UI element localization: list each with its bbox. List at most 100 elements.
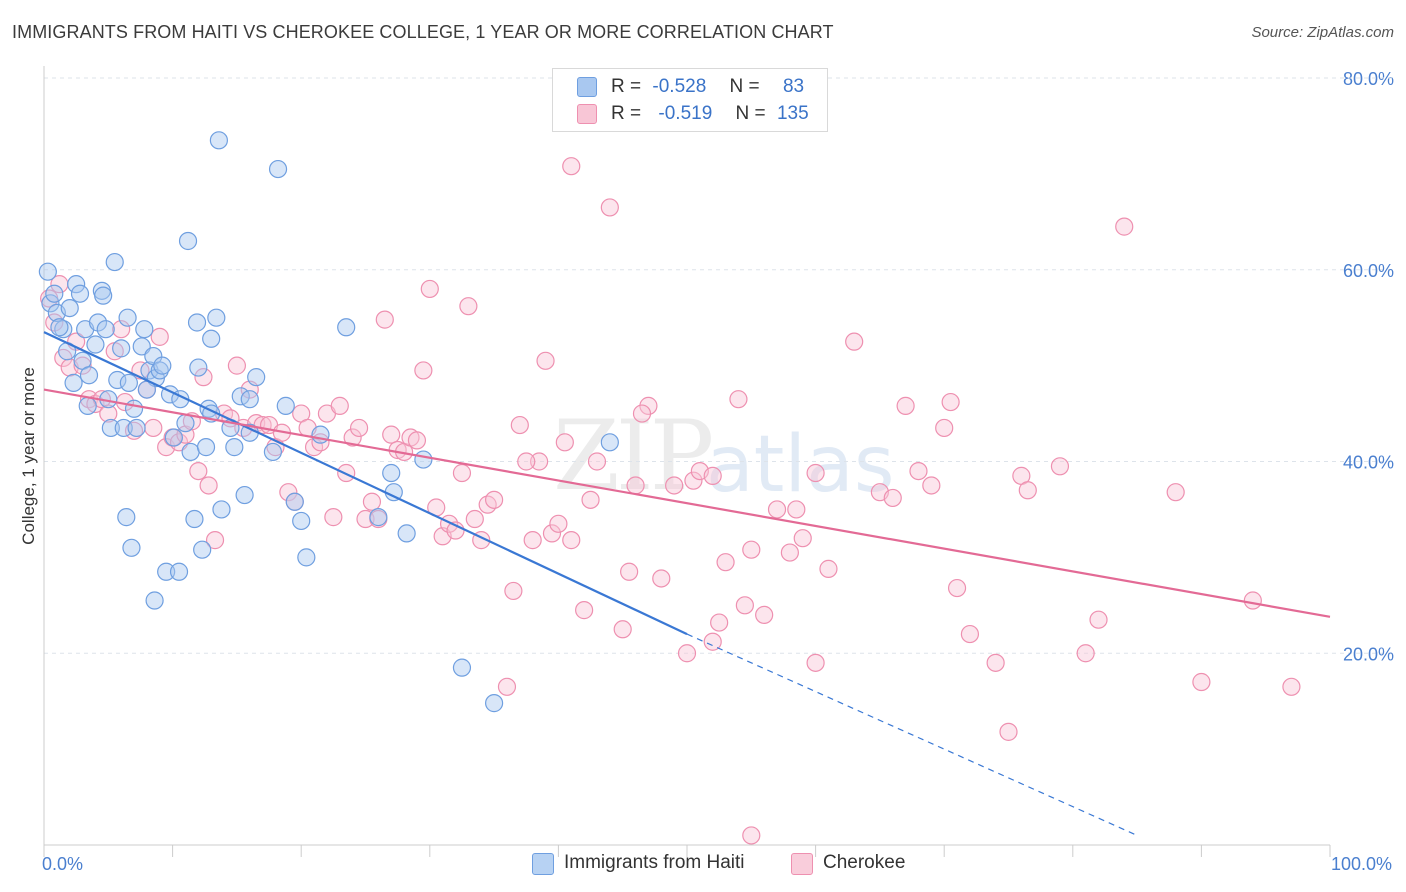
point-haiti bbox=[94, 286, 113, 305]
point-haiti bbox=[600, 433, 619, 452]
point-cherokee bbox=[1089, 610, 1108, 629]
point-cherokee bbox=[896, 396, 915, 415]
legend-r-label: R = bbox=[611, 103, 642, 124]
point-cherokee bbox=[845, 332, 864, 351]
point-cherokee bbox=[189, 461, 208, 481]
bottom-legend-swatch-cherokee bbox=[791, 853, 813, 875]
point-cherokee bbox=[922, 476, 941, 495]
point-haiti bbox=[145, 591, 164, 610]
point-haiti bbox=[207, 308, 226, 327]
point-haiti bbox=[101, 418, 120, 438]
point-cherokee bbox=[1243, 591, 1262, 610]
point-haiti bbox=[263, 442, 283, 462]
point-cherokee bbox=[909, 461, 928, 481]
point-haiti bbox=[150, 361, 169, 380]
point-cherokee bbox=[806, 463, 825, 483]
point-haiti bbox=[122, 538, 141, 557]
point-cherokee bbox=[382, 425, 401, 444]
point-haiti bbox=[452, 658, 472, 677]
point-cherokee bbox=[935, 418, 954, 438]
x-tick-label: 0.0% bbox=[42, 854, 83, 874]
point-cherokee bbox=[549, 514, 568, 533]
x-tick-label: 100.0% bbox=[1331, 854, 1392, 874]
point-haiti bbox=[337, 318, 356, 337]
point-cherokee bbox=[73, 356, 92, 375]
y-axis-label: College, 1 year or more bbox=[19, 367, 38, 545]
watermark-atlas: atlas bbox=[706, 420, 895, 510]
point-cherokee bbox=[755, 605, 774, 625]
point-cherokee bbox=[1166, 483, 1185, 502]
point-haiti bbox=[70, 284, 90, 303]
point-cherokee bbox=[517, 452, 536, 471]
point-cherokee bbox=[510, 415, 529, 435]
point-cherokee bbox=[536, 351, 555, 370]
point-cherokee bbox=[562, 531, 581, 550]
point-haiti bbox=[382, 463, 401, 483]
point-cherokee bbox=[742, 540, 761, 559]
point-cherokee bbox=[1282, 677, 1301, 696]
point-haiti bbox=[153, 356, 172, 375]
point-haiti bbox=[124, 399, 144, 418]
point-cherokee bbox=[703, 466, 722, 485]
point-cherokee bbox=[124, 421, 144, 440]
point-cherokee bbox=[684, 471, 703, 490]
point-cherokee bbox=[485, 490, 504, 509]
point-cherokee bbox=[452, 463, 472, 483]
point-cherokee bbox=[205, 531, 225, 550]
trendline-cherokee bbox=[43, 388, 1331, 618]
point-haiti bbox=[45, 284, 64, 303]
point-haiti bbox=[185, 509, 204, 529]
point-haiti bbox=[193, 540, 212, 559]
point-haiti bbox=[117, 508, 136, 527]
legend-swatch-haiti bbox=[577, 77, 597, 97]
point-cherokee bbox=[620, 562, 639, 581]
point-haiti bbox=[397, 524, 416, 543]
point-haiti bbox=[108, 370, 127, 390]
point-haiti bbox=[189, 358, 208, 377]
point-cherokee bbox=[652, 569, 671, 588]
point-cherokee bbox=[787, 500, 806, 519]
point-cherokee bbox=[279, 483, 298, 502]
point-cherokee bbox=[555, 433, 574, 452]
point-haiti bbox=[187, 313, 207, 332]
point-haiti bbox=[67, 275, 86, 294]
legend-n-label: N = bbox=[735, 103, 766, 124]
chart-title: IMMIGRANTS FROM HAITI VS CHEROKEE COLLEG… bbox=[12, 22, 834, 42]
point-cherokee bbox=[144, 418, 163, 438]
point-cherokee bbox=[324, 508, 343, 527]
point-cherokee bbox=[600, 198, 619, 217]
point-haiti bbox=[60, 299, 79, 318]
point-cherokee bbox=[587, 452, 607, 471]
point-cherokee bbox=[613, 620, 632, 639]
y-tick-label: 40.0% bbox=[1343, 453, 1394, 473]
legend-r-value-haiti: -0.528 bbox=[652, 76, 707, 97]
point-cherokee bbox=[806, 653, 825, 672]
point-cherokee bbox=[112, 320, 131, 339]
point-haiti bbox=[485, 694, 504, 713]
point-haiti bbox=[176, 414, 195, 433]
point-cherokee bbox=[407, 431, 427, 450]
trendline-haiti-extension bbox=[686, 633, 1138, 836]
point-cherokee bbox=[497, 677, 517, 696]
legend-r-label: R = bbox=[611, 76, 642, 97]
point-haiti bbox=[112, 339, 131, 358]
point-cherokee bbox=[562, 157, 581, 176]
chart-source: Source: ZipAtlas.com bbox=[1251, 24, 1394, 41]
point-cherokee bbox=[362, 492, 382, 511]
point-cherokee bbox=[375, 310, 394, 329]
point-cherokee bbox=[504, 581, 523, 601]
point-haiti bbox=[114, 418, 133, 438]
point-haiti bbox=[196, 438, 216, 457]
point-cherokee bbox=[986, 653, 1005, 672]
bottom-legend-swatch-haiti bbox=[532, 853, 554, 875]
point-cherokee bbox=[626, 476, 645, 495]
point-haiti bbox=[292, 511, 311, 531]
point-cherokee bbox=[199, 476, 218, 495]
point-haiti bbox=[276, 396, 295, 415]
point-cherokee bbox=[465, 509, 484, 529]
point-haiti bbox=[105, 252, 124, 272]
point-cherokee bbox=[947, 578, 967, 598]
correlation-legend: R = -0.528 N = 83 R = -0.519 N = 135 bbox=[552, 68, 828, 132]
trendline-haiti bbox=[43, 331, 688, 636]
